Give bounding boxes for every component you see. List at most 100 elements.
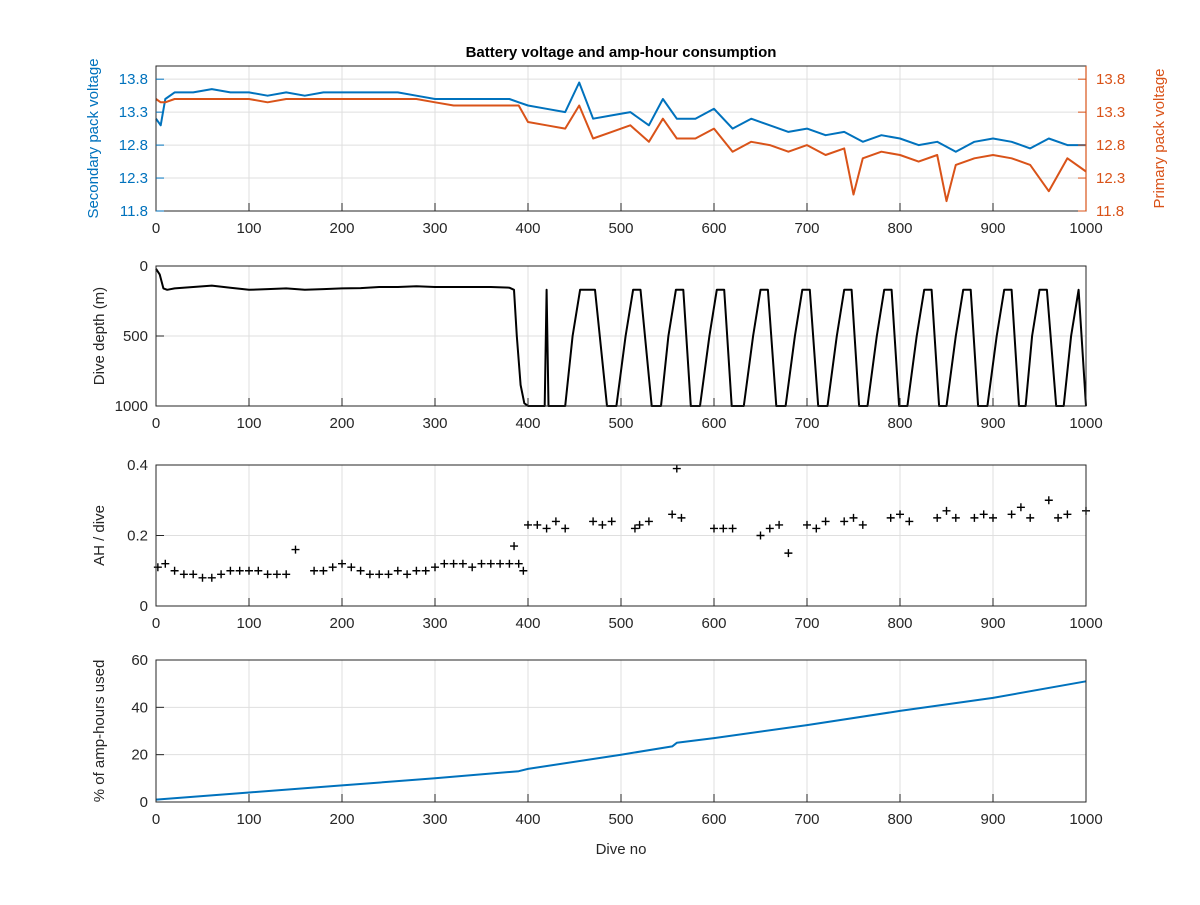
data-point: [310, 566, 319, 575]
x-tick-label: 100: [236, 220, 261, 237]
data-point: [644, 517, 653, 526]
y2-tick-label: 13.3: [1096, 104, 1125, 121]
data-point: [970, 513, 979, 522]
x-tick-label: 500: [608, 811, 633, 828]
data-point: [677, 513, 686, 522]
data-point: [1063, 510, 1072, 519]
x-tick-label: 300: [422, 415, 447, 432]
x-tick-label: 800: [887, 220, 912, 237]
x-tick-label: 700: [794, 811, 819, 828]
data-point: [979, 510, 988, 519]
data-point: [951, 513, 960, 522]
subplot-1: 0 100 200 300 400 500 600 700 800 900 100011.812.3…: [85, 58, 1168, 237]
data-point: [756, 531, 765, 540]
data-point: [291, 545, 300, 554]
chart-title: Battery voltage and amp-hour consumption: [466, 44, 777, 61]
data-point: [505, 559, 514, 568]
data-point: [179, 570, 188, 579]
data-point: [245, 566, 253, 575]
subplot-2: 0 100 200 300 400 500 600 700 800 900 100005001000…: [91, 258, 1103, 432]
y-tick-label: 13.8: [119, 71, 148, 88]
x-tick-label: 300: [422, 615, 447, 632]
y-tick-label: 500: [123, 328, 148, 345]
data-point: [840, 517, 849, 526]
x-tick-label: 400: [515, 811, 540, 828]
y-tick-label: 11.8: [120, 203, 148, 220]
x-tick-label: 200: [329, 415, 354, 432]
x-tick-label: 400: [515, 415, 540, 432]
x-tick-label: 900: [980, 415, 1005, 432]
data-point: [598, 520, 607, 529]
x-tick-label: 900: [980, 220, 1005, 237]
data-point: [272, 570, 281, 579]
x-tick-label: 1000: [1069, 811, 1102, 828]
data-point: [1007, 510, 1016, 519]
y-tick-label: 0: [140, 598, 148, 615]
data-point: [486, 559, 495, 568]
x-tick-label: 500: [608, 220, 633, 237]
data-point: [886, 513, 895, 522]
data-point: [519, 566, 528, 575]
subplots: 0 100 200 300 400 500 600 700 800 900 100011.812.3…: [85, 58, 1168, 858]
y-tick-label: 13.3: [119, 104, 148, 121]
subplot-4: 0 100 200 300 400 500 600 700 800 900 1000 0 20 40 60%…: [91, 652, 1103, 858]
data-point: [235, 566, 244, 575]
y-axis-label: % of amp-hours used: [91, 660, 108, 803]
data-point: [630, 524, 639, 533]
x-tick-label: 800: [887, 811, 912, 828]
data-point: [803, 520, 811, 529]
data-point: [858, 520, 867, 529]
series-line-2: [155, 98, 1087, 203]
data-point: [542, 524, 551, 533]
y-tick-label: 0.2: [127, 528, 148, 545]
data-point: [896, 510, 904, 519]
data-point: [784, 549, 793, 558]
data-point: [384, 570, 393, 579]
series-line-1: [155, 680, 1087, 801]
x-tick-label: 100: [236, 811, 261, 828]
data-point: [812, 524, 821, 533]
y-tick-label: 12.8: [119, 137, 148, 154]
data-point: [496, 559, 505, 568]
x-tick-label: 600: [701, 415, 726, 432]
data-point: [431, 563, 439, 572]
data-point: [561, 524, 570, 533]
x-tick-label: 500: [608, 615, 633, 632]
x-tick-label: 100: [236, 615, 261, 632]
subplot-3: 0 100 200 300 400 500 600 700 800 900 1000 0 0.2 0.4 A…: [91, 457, 1103, 632]
x-tick-label: 300: [422, 811, 447, 828]
data-point: [189, 570, 198, 579]
y-axis-label: Secondary pack voltage: [85, 58, 102, 218]
x-tick-label: 600: [701, 615, 726, 632]
data-point: [356, 566, 365, 575]
data-point: [719, 524, 728, 533]
data-point: [153, 563, 162, 572]
data-point: [510, 542, 519, 551]
x-tick-label: 200: [329, 811, 354, 828]
data-point: [347, 563, 356, 572]
data-point: [468, 563, 477, 572]
x-tick-label: 0: [152, 220, 160, 237]
data-point: [933, 513, 942, 522]
x-tick-label: 400: [515, 615, 540, 632]
x-tick-label: 900: [980, 811, 1005, 828]
y-tick-label: 0.4: [127, 457, 148, 474]
data-point: [403, 570, 412, 579]
data-point: [551, 517, 560, 526]
x-tick-label: 500: [608, 415, 633, 432]
data-point: [589, 517, 598, 526]
x-tick-label: 100: [236, 415, 261, 432]
y2-tick-label: 13.8: [1096, 71, 1125, 88]
data-point: [942, 506, 951, 515]
data-point: [533, 520, 542, 529]
x-tick-label: 800: [887, 615, 912, 632]
data-point: [440, 559, 449, 568]
data-point: [989, 513, 997, 522]
y-tick-label: 0: [140, 258, 148, 275]
data-point: [412, 566, 421, 575]
data-point: [338, 559, 346, 568]
data-point: [1016, 503, 1025, 512]
data-point: [207, 573, 216, 582]
x-tick-label: 600: [701, 811, 726, 828]
